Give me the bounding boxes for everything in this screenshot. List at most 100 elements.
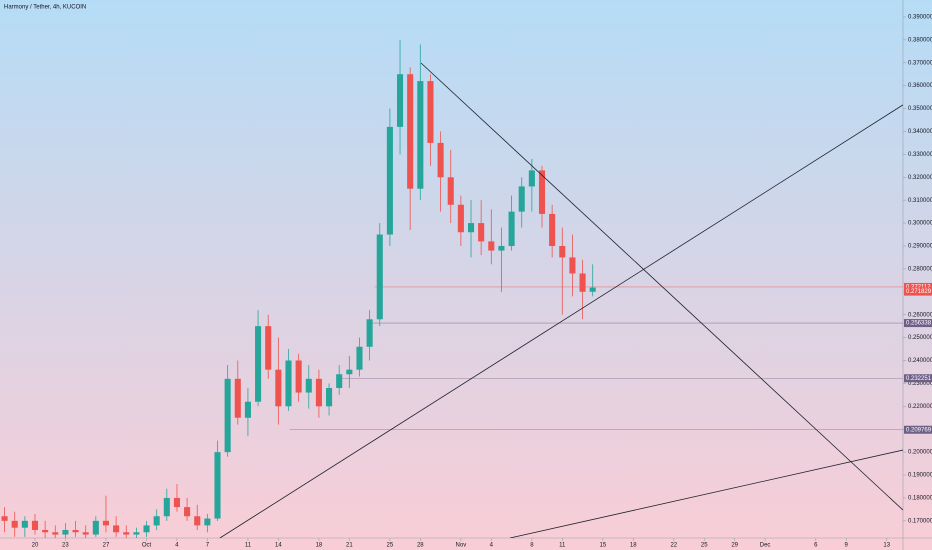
candle-body: [42, 529, 49, 533]
candle-body: [133, 532, 140, 535]
candle-body: [265, 326, 272, 370]
x-tick-label: 20: [32, 543, 39, 549]
y-tick-label: 0.370000: [908, 60, 932, 66]
candle-body: [488, 241, 495, 251]
price-level-box: [904, 425, 932, 434]
candle-body: [336, 374, 343, 388]
candle-body: [153, 516, 160, 526]
candle-body: [467, 223, 475, 233]
x-tick-label: 7: [206, 543, 210, 549]
x-tick-label: 28: [417, 543, 424, 549]
last-price-box: [904, 287, 932, 296]
candle-body: [244, 401, 251, 418]
y-tick-label: 0.390000: [908, 15, 932, 21]
y-tick-label: 0.260000: [908, 312, 932, 318]
candle-body: [305, 378, 312, 393]
candle-body: [508, 211, 515, 246]
x-tick-label: Nov: [456, 543, 467, 549]
candle-body: [427, 81, 434, 143]
trend-line: [509, 449, 903, 538]
y-tick-label: 0.250000: [908, 335, 932, 341]
candle-body: [498, 245, 505, 251]
candle-body: [214, 452, 221, 519]
candle-body: [62, 529, 69, 535]
price-level-box: [904, 282, 932, 291]
candle-body: [123, 532, 130, 535]
x-tick-label: 18: [630, 543, 637, 549]
candle-body: [396, 74, 404, 127]
y-tick-label: 0.170000: [908, 518, 932, 524]
y-tick-label: 0.200000: [908, 450, 932, 456]
price-level-label: 0.209769: [906, 427, 932, 433]
candle-body: [31, 520, 39, 530]
y-tick-label: 0.190000: [908, 473, 932, 479]
x-tick-label: 22: [670, 543, 677, 549]
candle-body: [92, 520, 99, 535]
price-level-label: 0.272112: [906, 285, 931, 291]
candle-body: [457, 204, 464, 233]
candle-body: [224, 378, 231, 453]
price-level-box: [904, 319, 932, 328]
x-tick-label: Dec: [760, 543, 771, 549]
trend-line: [420, 62, 903, 511]
candle-body: [113, 525, 120, 533]
candle-body: [528, 170, 535, 187]
x-tick-label: 21: [346, 543, 353, 549]
x-tick-label: 27: [103, 543, 110, 549]
candle-body: [275, 369, 282, 407]
candle-body: [326, 387, 333, 407]
price-level-label: 0.232251: [906, 376, 932, 382]
candle-body: [72, 529, 79, 533]
candle-body: [376, 234, 383, 320]
candle-body: [407, 74, 414, 189]
y-tick-label: 0.290000: [908, 244, 932, 250]
candle-body: [417, 81, 424, 189]
y-tick-label: 0.350000: [908, 106, 932, 112]
x-tick-label: 9: [845, 543, 849, 549]
candle-body: [366, 319, 373, 347]
x-tick-label: 4: [490, 543, 494, 549]
candle-body: [559, 245, 566, 258]
x-tick-label: 25: [387, 543, 394, 549]
y-tick-label: 0.300000: [908, 221, 932, 227]
y-tick-label: 0.220000: [908, 404, 932, 410]
y-tick-label: 0.230000: [908, 381, 932, 387]
candle-body: [21, 520, 28, 528]
candle-body: [549, 213, 556, 246]
candle-body: [356, 346, 363, 370]
candle-body: [437, 142, 444, 178]
y-tick-label: 0.180000: [908, 495, 932, 501]
plot-area: [1, 39, 903, 538]
y-tick-label: 0.330000: [908, 152, 932, 158]
price-level-label: 0.256338: [906, 321, 932, 327]
x-tick-label: 18: [316, 543, 323, 549]
x-tick-label: 6: [814, 543, 818, 549]
x-tick-label: 11: [245, 543, 252, 549]
candle-body: [173, 497, 180, 508]
y-tick-label: 0.340000: [908, 129, 932, 135]
y-tick-label: 0.360000: [908, 83, 932, 89]
candle-body: [194, 516, 201, 526]
candle-body: [386, 126, 393, 235]
x-tick-label: 8: [530, 543, 534, 549]
last-price-label: 0.271829: [906, 289, 932, 295]
candle-body: [589, 287, 596, 292]
candle-body: [82, 532, 89, 535]
candle-body: [184, 507, 191, 517]
candle-body: [204, 518, 211, 526]
price-level-box: [904, 374, 932, 383]
candle-body: [346, 369, 353, 375]
candle-body: [569, 257, 576, 274]
candle-body: [1, 516, 8, 521]
candle-body: [285, 360, 292, 407]
candle-body: [102, 520, 110, 526]
x-tick-label: 15: [600, 543, 607, 549]
candle-body: [234, 378, 241, 418]
x-tick-label: 13: [883, 543, 890, 549]
trend-line: [219, 104, 903, 538]
candle-body: [447, 177, 454, 205]
y-tick-label: 0.380000: [908, 37, 932, 43]
x-tick-label: Oct: [142, 543, 152, 549]
x-tick-label: 4: [175, 543, 179, 549]
